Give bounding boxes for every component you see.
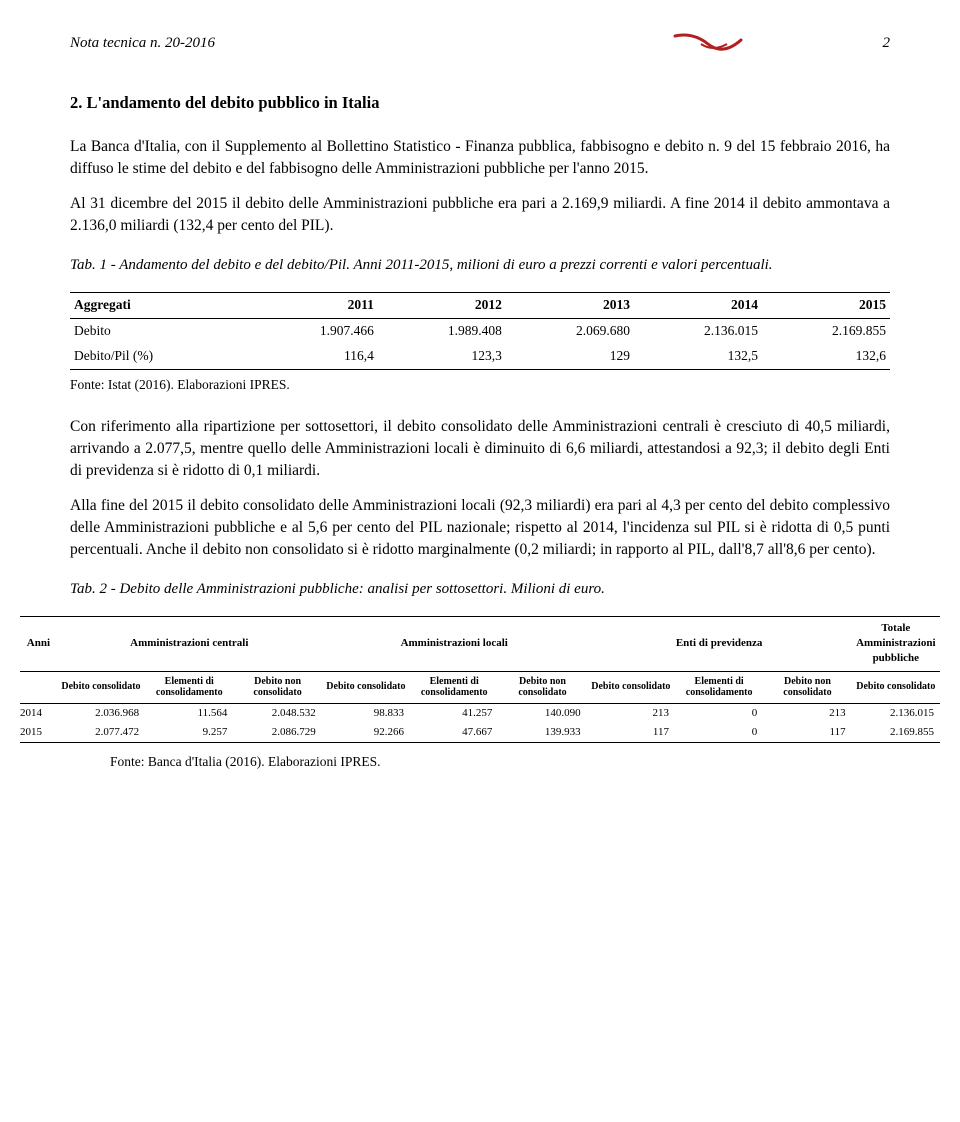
table-row: Debito 1.907.466 1.989.408 2.069.680 2.1… — [70, 318, 890, 343]
page-number: 2 — [883, 33, 891, 54]
tab2-th-tot: Totale Amministrazioni pubbliche — [852, 616, 940, 671]
tab1-h3: 2013 — [506, 292, 634, 318]
section-title: 2. L'andamento del debito pubblico in It… — [70, 91, 890, 114]
tab2-th-anni: Anni — [20, 616, 57, 671]
table-row: 2014 2.036.968 11.564 2.048.532 98.833 4… — [20, 703, 940, 723]
tab1-h4: 2014 — [634, 292, 762, 318]
tab1-h0: Aggregati — [70, 292, 250, 318]
header-note-label: Nota tecnica n. 20-2016 — [70, 33, 215, 54]
page-header: Nota tecnica n. 20-2016 2 — [70, 30, 890, 56]
table1-caption: Tab. 1 - Andamento del debito e del debi… — [70, 255, 890, 276]
paragraph-1: La Banca d'Italia, con il Supplemento al… — [70, 136, 890, 179]
table-row: Debito/Pil (%) 116,4 123,3 129 132,5 132… — [70, 344, 890, 369]
tab2-th-ac: Amministrazioni centrali — [57, 616, 322, 671]
tab1-h2: 2012 — [378, 292, 506, 318]
tab2-th-ep: Enti di previdenza — [587, 616, 852, 671]
table2-caption: Tab. 2 - Debito delle Amministrazioni pu… — [70, 579, 890, 600]
table-1: Aggregati 2011 2012 2013 2014 2015 Debit… — [70, 292, 890, 370]
table-row: 2015 2.077.472 9.257 2.086.729 92.266 47… — [20, 723, 940, 743]
tab2-th-al: Amministrazioni locali — [322, 616, 587, 671]
paragraph-3: Con riferimento alla ripartizione per so… — [70, 416, 890, 481]
paragraph-4: Alla fine del 2015 il debito consolidato… — [70, 495, 890, 560]
table-2: Anni Amministrazioni centrali Amministra… — [20, 616, 940, 744]
tab1-h5: 2015 — [762, 292, 890, 318]
table2-source: Fonte: Banca d'Italia (2016). Elaborazio… — [110, 753, 890, 772]
header-logo-icon — [673, 30, 743, 56]
tab1-h1: 2011 — [250, 292, 378, 318]
paragraph-2: Al 31 dicembre del 2015 il debito delle … — [70, 193, 890, 236]
table1-source: Fonte: Istat (2016). Elaborazioni IPRES. — [70, 376, 890, 395]
